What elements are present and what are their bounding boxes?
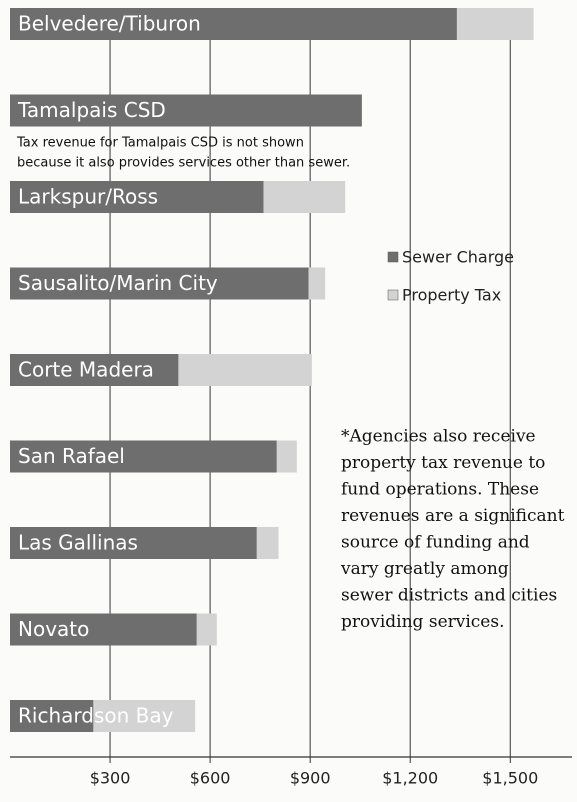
bar-segment [10, 181, 264, 213]
legend-swatch [387, 251, 399, 263]
x-tick-label: $900 [290, 769, 331, 788]
bar-segment [456, 8, 534, 40]
bar-segment [10, 354, 179, 386]
legend-label: Sewer Charge [402, 248, 514, 267]
legend-label: Property Tax [402, 286, 501, 305]
bar-segment [276, 440, 297, 473]
x-tick-label: $1,200 [382, 769, 438, 788]
bar-segment [10, 8, 457, 40]
bar-segment [263, 181, 346, 213]
footnote: source of funding and [341, 533, 530, 553]
bar-segment [93, 700, 196, 732]
category-label: Belvedere/Tiburon [18, 12, 201, 36]
note: because it also provides services other … [17, 156, 350, 171]
footnote: *Agencies also receive [341, 427, 536, 447]
category-label: Sausalito/Marin City [18, 271, 218, 295]
bar-segment [178, 354, 312, 386]
footnote: fund operations. These [341, 480, 539, 500]
footnote: property tax revenue to [341, 453, 545, 473]
note: Tax revenue for Tamalpais CSD is not sho… [16, 136, 304, 151]
x-tick-label: $600 [190, 769, 231, 788]
bar-segment [308, 267, 326, 300]
bar-segment [10, 613, 197, 646]
category-label: Corte Madera [18, 358, 154, 382]
x-tick-label: $1,500 [482, 769, 538, 788]
x-tick-label: $300 [90, 769, 131, 788]
footnote: revenues are a significant [341, 506, 565, 526]
category-label: Richardson Bay [18, 704, 174, 728]
footnote: sewer districts and cities [341, 586, 557, 606]
footnote: providing services. [341, 612, 505, 632]
category-label: Las Gallinas [18, 531, 138, 555]
bar-segment [196, 613, 217, 646]
category-label: Tamalpais CSD [17, 98, 166, 122]
bar-segment [10, 700, 94, 732]
legend-swatch [387, 289, 399, 301]
bar-segment [10, 440, 277, 473]
bar-segment [10, 94, 362, 127]
bar-segment [10, 267, 309, 300]
bar-segment [256, 527, 279, 559]
category-label: San Rafael [18, 444, 125, 468]
category-label: Novato [18, 617, 89, 641]
footnote: vary greatly among [340, 559, 509, 579]
bar-segment [10, 527, 257, 559]
category-label: Larkspur/Ross [18, 185, 158, 209]
